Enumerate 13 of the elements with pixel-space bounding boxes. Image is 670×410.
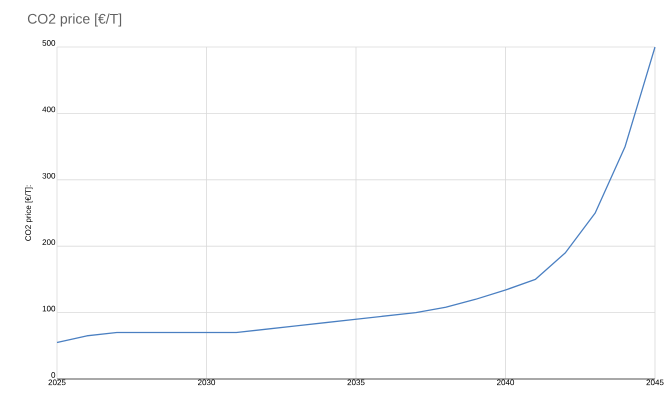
y-tick-label: 400 (42, 106, 56, 112)
x-tick-label: 2045 (646, 380, 664, 386)
x-tick-label: 2030 (198, 380, 216, 386)
y-tick-label: 300 (42, 172, 56, 179)
x-tick-label: 2035 (348, 380, 365, 386)
y-tick-label: 200 (42, 239, 56, 246)
y-tick-label: 100 (42, 306, 56, 312)
chart-title: CO2 price [€/T] (28, 13, 122, 27)
y-tick-label: 0 (51, 372, 56, 378)
x-tick-label: 2040 (497, 380, 514, 386)
y-axis-title: CO2 price [€/T]: (25, 186, 33, 241)
y-tick-label: 500 (42, 40, 56, 46)
x-tick-label: 2025 (48, 380, 66, 386)
